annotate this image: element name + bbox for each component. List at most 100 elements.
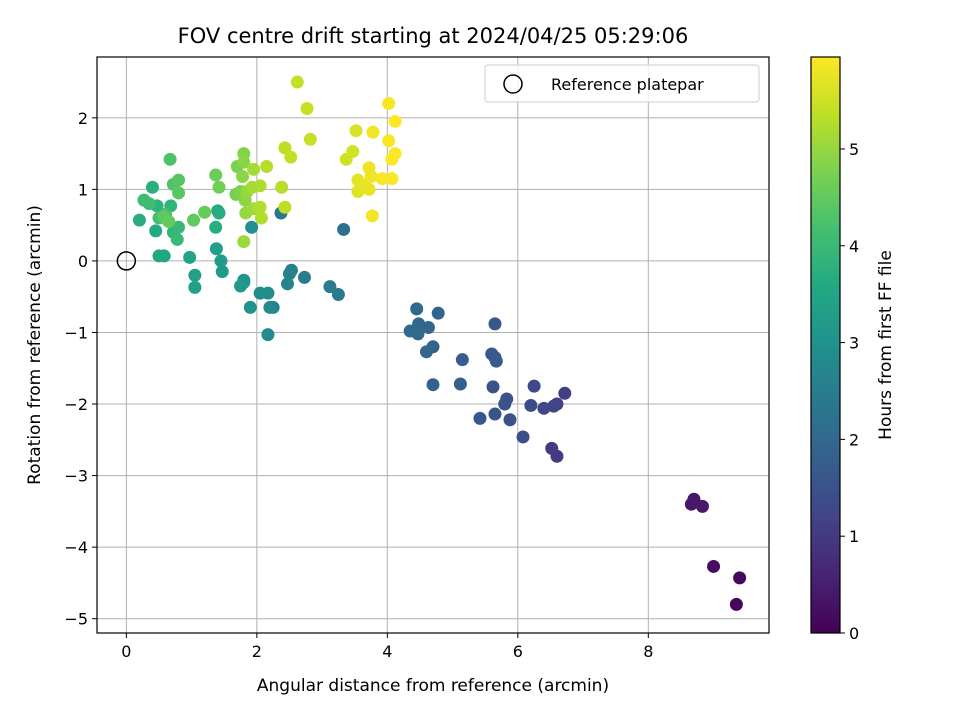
x-tick-label: 2 [252,642,262,661]
data-point [209,168,223,182]
data-point [290,75,304,89]
x-tick-label: 8 [643,642,653,661]
data-point [209,220,223,234]
data-point [524,398,538,412]
data-point [237,235,251,249]
data-point [215,265,229,279]
plot-frame [96,56,770,634]
colorbar-tick-label: 0 [849,624,859,643]
data-point [733,571,747,585]
data-point [331,288,345,302]
data-point [162,215,176,229]
data-point [253,179,267,193]
x-tick-label: 0 [121,642,131,661]
data-point [695,499,709,513]
data-point [349,124,363,138]
data-point [421,320,435,334]
data-point [346,144,360,158]
data-point [300,102,314,116]
data-point [410,302,424,316]
data-point [188,280,202,294]
data-point [337,222,351,236]
data-point [362,182,376,196]
x-axis-label: Angular distance from reference (arcmin) [257,676,609,696]
data-point [455,353,469,367]
data-point [431,306,445,320]
data-point [403,324,417,338]
data-point [412,317,426,331]
data-point [188,268,202,282]
data-point [284,150,298,164]
data-point [382,97,396,111]
data-point [453,377,467,391]
data-point [323,280,337,294]
data-point [214,254,228,268]
data-point [364,169,378,183]
data-point [527,379,541,393]
colorbar-tick-label: 3 [849,334,859,353]
y-tick-label: 2 [78,109,88,128]
data-point [172,186,186,200]
data-point [426,378,440,392]
reference-marker [116,251,137,271]
data-point [707,559,721,573]
data-point [149,224,163,238]
data-point [388,147,402,161]
data-point [247,162,261,176]
y-axis-ticks: 2 1 0 −1 −2 −3 −4 −5 [64,109,97,629]
y-tick-label: 0 [78,252,88,271]
data-point [545,441,559,455]
data-point [489,354,503,368]
grid-lines [97,57,769,633]
data-point [275,180,289,194]
y-tick-label: −5 [64,610,88,629]
data-point [558,386,572,400]
data-point [297,270,311,284]
data-point [488,317,502,331]
data-point [537,401,551,415]
data-point [365,209,379,223]
data-point [278,200,292,214]
data-point [212,206,226,220]
data-point [488,407,502,421]
x-axis-ticks: 0 2 4 6 8 [121,633,653,661]
data-point [419,345,433,359]
data-point [172,220,186,234]
data-point [375,172,389,186]
data-point [498,397,512,411]
data-point [253,200,267,214]
colorbar [810,56,841,634]
data-point [170,232,184,246]
y-tick-label: −1 [64,323,88,342]
data-point [547,399,561,413]
data-point [198,205,212,219]
data-point [473,411,487,425]
data-point [281,277,295,291]
legend-box [484,64,760,103]
data-point [187,213,201,227]
data-point [303,132,317,146]
data-point [385,172,399,186]
colorbar-tick-label: 2 [849,430,859,449]
reference-point [116,251,137,271]
data-point [263,300,277,314]
data-point [282,267,296,281]
data-point [278,141,292,155]
data-point [243,300,257,314]
data-point [729,597,743,611]
colorbar-tick-label: 5 [849,140,859,159]
x-tick-label: 4 [382,642,392,661]
data-point [503,413,517,427]
data-point [486,380,500,394]
legend-entry: Reference platepar [551,75,704,94]
x-tick-label: 6 [513,642,523,661]
data-point [163,152,177,166]
chart-title: FOV centre drift starting at 2024/04/25 … [178,24,689,48]
data-point [245,220,259,234]
y-tick-label: −3 [64,467,88,486]
data-point [237,155,251,169]
data-point [235,169,249,183]
data-point [142,197,156,211]
y-tick-label: −2 [64,395,88,414]
